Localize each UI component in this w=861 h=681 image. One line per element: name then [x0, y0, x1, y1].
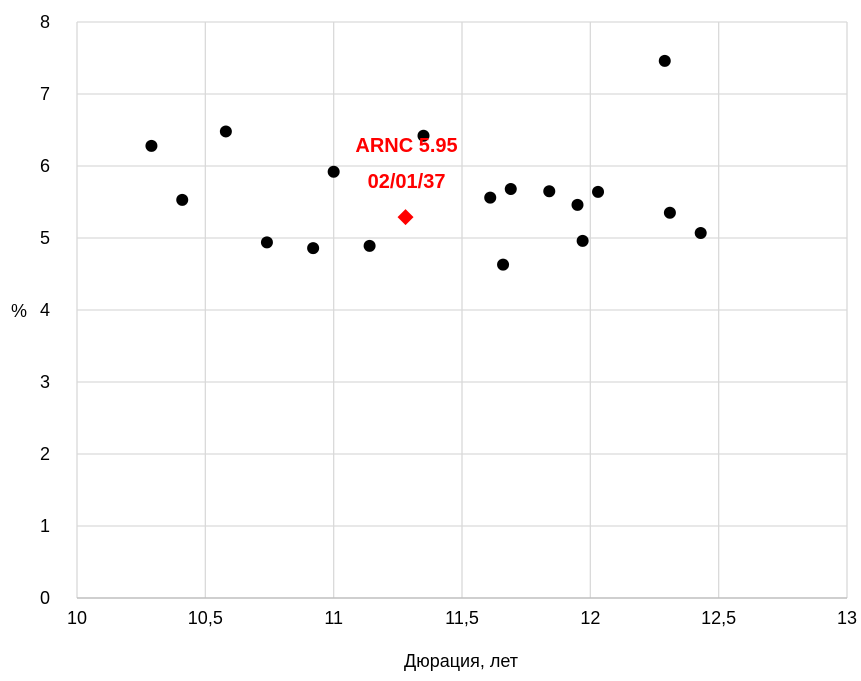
data-point	[260, 236, 273, 249]
highlight-point	[397, 209, 414, 226]
data-point	[484, 191, 497, 204]
y-tick-label: 8	[40, 12, 50, 32]
data-point	[219, 125, 232, 138]
data-points	[145, 54, 707, 271]
x-axis-title: Дюрация, лет	[404, 651, 518, 671]
x-tick-label: 13	[837, 608, 857, 628]
data-point	[307, 242, 320, 255]
data-point	[543, 185, 556, 198]
x-tick-labels: 10 10,5 11 11,5 12 12,5 13	[67, 608, 857, 628]
y-tick-label: 3	[40, 372, 50, 392]
data-point	[571, 198, 584, 211]
y-tick-label: 2	[40, 444, 50, 464]
y-tick-label: 1	[40, 516, 50, 536]
data-point	[363, 239, 376, 252]
data-point	[592, 185, 605, 198]
y-tick-label: 0	[40, 588, 50, 608]
data-point	[694, 226, 707, 239]
data-point	[417, 129, 430, 142]
grid	[76, 21, 848, 598]
y-tick-label: 7	[40, 84, 50, 104]
y-axis-title: %	[11, 301, 27, 321]
x-tick-label: 10,5	[188, 608, 223, 628]
data-point	[663, 206, 676, 219]
data-point	[176, 193, 189, 206]
annotation-label: 02/01/37	[368, 171, 446, 193]
y-tick-label: 4	[40, 300, 50, 320]
y-tick-label: 5	[40, 228, 50, 248]
x-tick-label: 12	[580, 608, 600, 628]
x-tick-label: 10	[67, 608, 87, 628]
x-tick-label: 12,5	[701, 608, 736, 628]
data-point	[504, 183, 517, 196]
data-point	[497, 258, 510, 271]
data-point	[145, 139, 158, 152]
data-point	[327, 165, 340, 178]
annotations: ARNC 5.95 02/01/37	[355, 135, 457, 193]
x-tick-label: 11,5	[445, 608, 479, 628]
annotation-label: ARNC 5.95	[355, 135, 457, 157]
data-point	[658, 54, 671, 67]
y-tick-label: 6	[40, 156, 50, 176]
data-point	[576, 234, 589, 247]
y-tick-labels: 0 1 2 3 4 5 6 7 8	[40, 12, 50, 608]
x-tick-label: 11	[324, 608, 343, 628]
